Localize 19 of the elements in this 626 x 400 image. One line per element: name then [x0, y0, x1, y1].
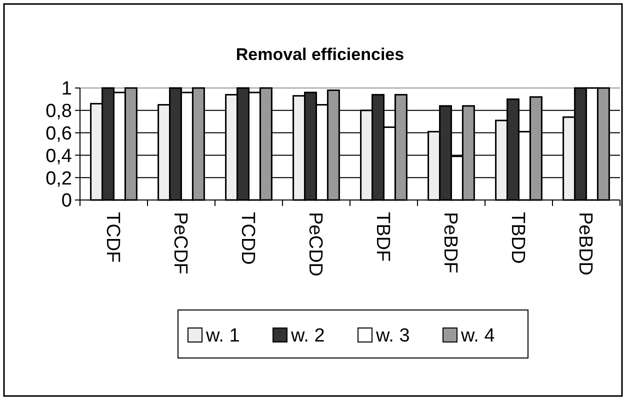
x-tick-label: TBDD — [507, 212, 528, 264]
legend-label: w. 3 — [375, 326, 410, 347]
y-tick-label: 0,8 — [46, 101, 72, 122]
y-tick-label: 0 — [61, 190, 72, 212]
x-tick-label: PeCDF — [170, 212, 191, 274]
y-tick-label: 0,6 — [46, 123, 72, 144]
y-tick-label: 1 — [61, 78, 72, 100]
x-tick-label: PeCDD — [304, 212, 326, 276]
y-tick-label: 0,2 — [46, 168, 72, 190]
x-tick-label: TBDF — [372, 212, 394, 262]
legend-label: w. 2 — [290, 326, 325, 347]
legend-label: w. 4 — [460, 326, 496, 347]
y-tick-label: 0,4 — [46, 146, 72, 167]
x-tick-label: PeBDF — [440, 212, 461, 274]
x-tick-label: TCDD — [237, 212, 258, 265]
x-tick-label: TCDF — [102, 212, 124, 263]
chart-title: Removal efficiencies — [236, 45, 404, 64]
x-tick-label: PeBDD — [574, 212, 596, 276]
legend-label: w. 1 — [205, 326, 240, 347]
